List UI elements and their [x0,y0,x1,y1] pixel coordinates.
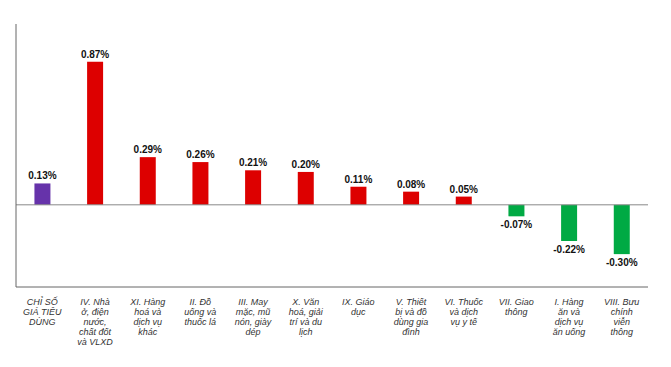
svg-text:VI. Thuốcvà dịchvụ y tế: VI. Thuốcvà dịchvụ y tế [444,297,483,327]
svg-text:II. Đồuống vàthuốc lá: II. Đồuống vàthuốc lá [184,297,216,327]
svg-text:-0.07%: -0.07% [501,219,533,230]
svg-text:VIII. Bưuchínhviễnthông: VIII. Bưuchínhviễnthông [604,297,639,337]
svg-text:III. Maymặc, mũnón, giàydép: III. Maymặc, mũnón, giàydép [235,297,272,337]
svg-text:X. Vănhoá, giảitrí và dulịch: X. Vănhoá, giảitrí và dulịch [289,297,324,337]
svg-text:V. Thiếtbị và đồdùng giađình: V. Thiếtbị và đồdùng giađình [394,297,429,337]
svg-text:0.08%: 0.08% [397,179,425,190]
svg-text:VII. Giaothông: VII. Giaothông [499,297,534,317]
svg-text:0.29%: 0.29% [134,144,162,155]
svg-text:-0.30%: -0.30% [606,257,638,268]
svg-text:0.05%: 0.05% [450,184,478,195]
svg-text:0.13%: 0.13% [28,170,56,181]
svg-text:IX. Giáodục: IX. Giáodục [342,297,375,317]
svg-text:0.11%: 0.11% [345,174,373,185]
svg-text:0.20%: 0.20% [292,159,320,170]
svg-text:CHỈ SỐGIÁ TIÊUDÙNG: CHỈ SỐGIÁ TIÊUDÙNG [23,296,62,327]
svg-text:I. Hàngăn vàdịch vụăn uống: I. Hàngăn vàdịch vụăn uống [553,297,586,337]
svg-text:0.87%: 0.87% [81,49,109,60]
svg-text:XI. Hànghoá vàdịch vụkhác: XI. Hànghoá vàdịch vụkhác [129,297,165,337]
svg-text:0.26%: 0.26% [186,149,214,160]
svg-text:0.21%: 0.21% [239,157,267,168]
svg-text:IV. Nhàở, điệnnước,chất đốtvà: IV. Nhàở, điệnnước,chất đốtvà VLXD [77,297,113,347]
svg-text:-0.22%: -0.22% [553,244,585,255]
